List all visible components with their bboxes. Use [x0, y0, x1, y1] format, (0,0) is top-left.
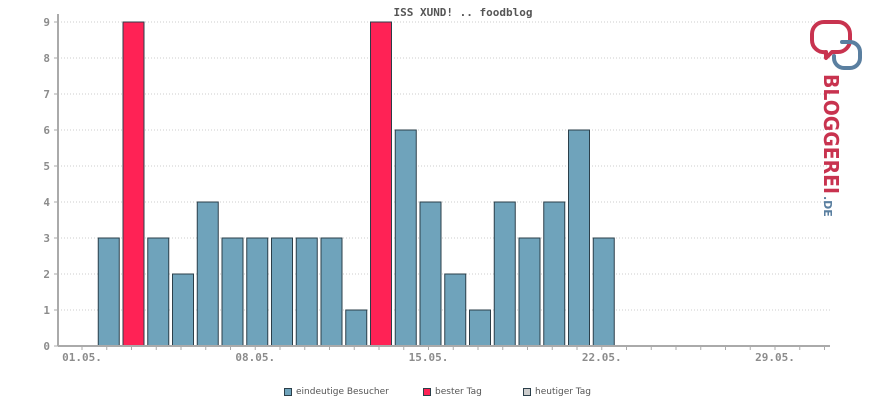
- legend-swatch-visitors: [284, 388, 292, 396]
- grid-lines: [58, 21, 830, 311]
- legend: eindeutige Besucher bester Tag heutiger …: [0, 384, 870, 400]
- y-tick-label: 2: [43, 268, 50, 281]
- y-tick-label: 5: [43, 160, 50, 173]
- bloggerei-logo: BLOGGEREI .DE: [809, 20, 862, 217]
- y-tick-label: 8: [43, 52, 50, 65]
- bar: [469, 309, 491, 347]
- legend-swatch-today: [523, 388, 531, 396]
- bar: [295, 237, 318, 347]
- bar: [147, 237, 170, 347]
- bar: [320, 237, 343, 347]
- bar: [493, 201, 516, 347]
- bar: [196, 201, 219, 347]
- y-tick-label: 0: [43, 340, 50, 353]
- y-tick-label: 7: [43, 88, 50, 101]
- bar-series: [97, 21, 615, 347]
- x-tick-label: 08.05.: [235, 351, 275, 364]
- bar: [221, 237, 244, 347]
- y-tick-label: 9: [43, 16, 50, 29]
- bloggerei-speech-bubbles-icon: [809, 20, 862, 70]
- bar: [543, 201, 566, 347]
- bar: [568, 129, 590, 347]
- bar: [444, 273, 467, 347]
- logo-text-suffix: .DE: [821, 196, 834, 217]
- x-axis-ticks: 01.05. 08.05. 15.05. 22.05. 29.05.: [62, 346, 825, 364]
- legend-item-visitors: eindeutige Besucher: [284, 387, 389, 397]
- y-tick-label: 3: [43, 232, 50, 245]
- legend-item-today: heutiger Tag: [523, 387, 591, 397]
- chart-title: ISS XUND! .. foodblog: [393, 6, 532, 19]
- y-tick-label: 1: [43, 304, 50, 317]
- legend-label-best-day: bester Tag: [435, 387, 482, 397]
- bar: [246, 237, 269, 347]
- legend-label-today: heutiger Tag: [535, 387, 592, 397]
- logo-text-main: BLOGGEREI: [819, 74, 843, 194]
- bar: [97, 237, 120, 347]
- bar: [345, 309, 368, 347]
- bar: [271, 237, 293, 347]
- y-axis-ticks: 0 1 2 3 4 5 6 7 8 9: [43, 16, 58, 353]
- bar: [419, 201, 442, 347]
- legend-swatch-best-day: [423, 388, 431, 396]
- bar-best-day: [370, 21, 392, 347]
- y-tick-label: 6: [43, 124, 50, 137]
- x-tick-label: 22.05.: [582, 351, 622, 364]
- bar: [592, 237, 615, 347]
- bar: [518, 237, 541, 347]
- bar: [172, 273, 194, 347]
- legend-item-best-day: bester Tag: [423, 387, 482, 397]
- y-tick-label: 4: [43, 196, 50, 209]
- x-tick-label: 29.05.: [755, 351, 795, 364]
- bar: [394, 129, 417, 347]
- legend-label-visitors: eindeutige Besucher: [296, 387, 389, 397]
- x-tick-label: 01.05.: [62, 351, 102, 364]
- bar-best-day: [122, 21, 145, 347]
- x-tick-label: 15.05.: [409, 351, 449, 364]
